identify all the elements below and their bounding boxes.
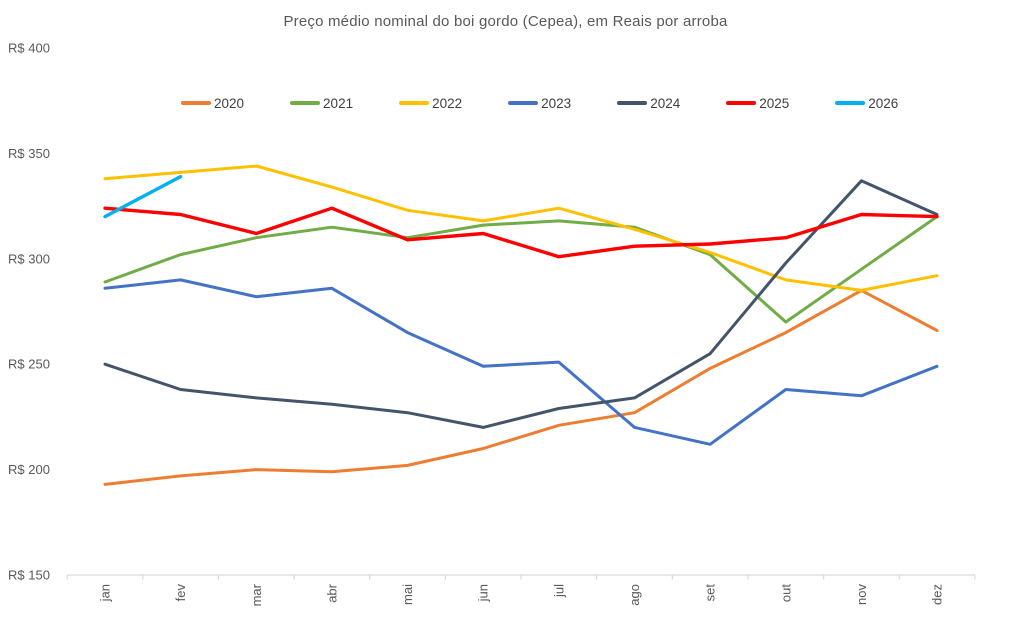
series-line-2023 [103, 278, 939, 446]
x-axis-label: jan [98, 584, 113, 602]
legend-label-2022: 2022 [432, 95, 463, 111]
x-axis-label: jul [551, 584, 566, 598]
y-axis-label: R$ 350 [8, 146, 50, 161]
x-axis-label: out [778, 584, 793, 602]
legend-swatch-2024 [617, 101, 648, 105]
x-axis-label: mar [249, 583, 264, 606]
series-line-2024 [103, 179, 939, 429]
legend-label-2025: 2025 [759, 95, 790, 111]
legend-swatch-2025 [726, 101, 757, 105]
legend-label-2020: 2020 [214, 95, 245, 111]
x-axis-label: jun [476, 584, 491, 602]
x-axis-label: abr [324, 583, 339, 602]
x-axis-label: set [703, 584, 718, 602]
series-line-2025 [103, 206, 939, 259]
legend-swatch-2023 [508, 101, 539, 105]
y-axis-label: R$ 400 [8, 41, 50, 56]
y-axis-label: R$ 250 [8, 357, 50, 372]
legend-label-2021: 2021 [323, 95, 354, 111]
x-axis-label: nov [854, 584, 869, 605]
legend-swatch-2020 [181, 101, 211, 105]
legend-label-2026: 2026 [868, 95, 899, 111]
legend-item-2025: 2025 [726, 96, 789, 111]
y-axis-label: R$ 150 [8, 568, 50, 583]
legend-label-2023: 2023 [541, 95, 572, 111]
legend-swatch-2026 [835, 101, 866, 105]
legend-item-2022: 2022 [399, 96, 462, 111]
legend-swatch-2022 [399, 101, 430, 105]
series-line-2022 [103, 164, 939, 292]
x-axis-label: fev [173, 584, 188, 602]
legend-item-2024: 2024 [617, 96, 680, 111]
y-axis-label: R$ 300 [8, 251, 50, 266]
y-axis-label: R$ 200 [8, 462, 50, 477]
x-axis-label: dez [930, 584, 945, 605]
x-axis-label: ago [627, 584, 642, 606]
legend-label-2024: 2024 [650, 95, 681, 111]
legend-item-2020: 2020 [181, 96, 244, 111]
series-line-2020 [103, 288, 939, 486]
legend-item-2021: 2021 [290, 96, 353, 111]
chart-legend: 2020 2021 2022 2023 2024 2025 2026 [181, 95, 898, 111]
chart-title: Preço médio nominal do boi gordo (Cepea)… [283, 13, 728, 30]
series-line-2026 [103, 174, 183, 219]
legend-item-2023: 2023 [508, 96, 571, 111]
legend-swatch-2021 [290, 101, 321, 105]
legend-item-2026: 2026 [835, 96, 898, 111]
x-axis-label: mai [400, 584, 415, 605]
series-line-2021 [103, 215, 939, 324]
